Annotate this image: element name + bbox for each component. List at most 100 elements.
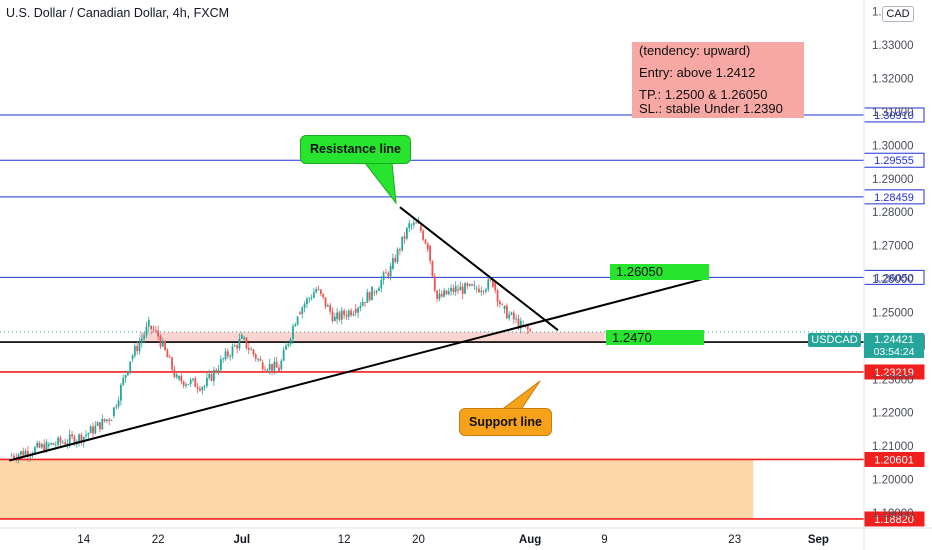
candle-body — [199, 388, 201, 391]
candle-body — [501, 304, 504, 305]
candle-body — [366, 292, 369, 303]
candle-body — [203, 386, 206, 388]
candle-body — [106, 419, 108, 422]
candle-body — [392, 258, 394, 270]
candle-body — [440, 293, 443, 297]
candle-body — [485, 289, 487, 292]
candle-body — [13, 455, 15, 458]
candle-body — [243, 337, 246, 340]
candle-body — [498, 301, 501, 305]
level-tag-26050: 1.26050 — [610, 264, 709, 280]
candle-body — [473, 285, 476, 286]
candle-body — [252, 349, 255, 355]
candle-body — [178, 375, 180, 380]
candle-body — [147, 320, 150, 327]
candle-body — [299, 312, 301, 315]
entry-text: Entry: above 1.2412 — [639, 65, 756, 80]
candle-body — [482, 290, 485, 292]
candle-body — [89, 426, 92, 434]
candle-body — [382, 272, 385, 280]
candle-body — [457, 289, 459, 291]
candle-body — [405, 227, 408, 239]
candle-body — [259, 358, 262, 361]
candle-body — [231, 346, 234, 357]
candle-body — [394, 258, 397, 262]
candle-body — [445, 290, 448, 295]
candle-body — [250, 349, 252, 351]
candle-body — [150, 325, 153, 330]
candle-body — [489, 279, 492, 281]
candle-body — [389, 265, 392, 277]
candle-body — [78, 434, 80, 442]
y-tick-label: 1.19000 — [872, 508, 914, 520]
candle-body — [452, 288, 455, 293]
candle-body — [512, 312, 515, 320]
candle-body — [447, 291, 450, 295]
candle-body — [338, 312, 341, 320]
candle-body — [73, 436, 76, 445]
candle-body — [431, 260, 434, 277]
candle-body — [80, 434, 83, 443]
candle-body — [210, 374, 213, 381]
candle-body — [222, 358, 225, 360]
candle-body — [17, 454, 20, 460]
candle-body — [224, 351, 227, 360]
currency-button[interactable]: CAD — [882, 6, 914, 22]
tendency-text: (tendency: upward) — [639, 43, 751, 58]
candle-body — [215, 369, 218, 372]
candle-body — [494, 282, 497, 291]
candle-body — [110, 420, 113, 422]
candle-body — [173, 369, 176, 377]
candle-body — [189, 379, 192, 385]
candle-body — [68, 434, 71, 444]
candle-body — [66, 443, 69, 445]
candle-body — [131, 355, 134, 360]
candle-body — [492, 280, 494, 287]
x-tick-label: Aug — [519, 534, 541, 546]
candle-body — [368, 292, 371, 301]
candle-body — [354, 309, 357, 313]
candle-body — [505, 305, 508, 319]
candle-body — [315, 289, 318, 293]
candle-body — [136, 346, 139, 352]
candle-body — [401, 236, 404, 251]
candle-body — [289, 338, 292, 344]
candle-body — [526, 325, 529, 330]
candle-body — [426, 243, 429, 250]
candle-body — [519, 320, 522, 329]
candle-body — [266, 369, 269, 371]
candle-body — [275, 361, 278, 368]
candle-body — [117, 400, 120, 407]
candle-body — [113, 407, 115, 417]
candle-body — [180, 375, 183, 382]
candle-body — [347, 310, 350, 317]
candle-body — [308, 298, 311, 300]
y-tick-label: 1.26000 — [872, 274, 914, 286]
candle-body — [219, 359, 222, 370]
candle-body — [461, 286, 464, 294]
candle-body — [52, 443, 55, 445]
candle-body — [194, 378, 197, 387]
level-price-text: 1.28459 — [874, 192, 914, 204]
candle-body — [268, 363, 271, 370]
candle-body — [20, 451, 22, 455]
last-price-badge: 1.24421 — [864, 333, 924, 347]
candle-body — [410, 224, 413, 226]
candle-body — [27, 451, 29, 457]
candle-body — [138, 342, 141, 352]
level-price-text: 1.26050 — [874, 272, 914, 284]
candle-body — [238, 338, 241, 349]
candle-body — [233, 345, 236, 347]
x-tick-label: 22 — [152, 534, 165, 546]
candle-body — [196, 386, 199, 389]
candle-body — [271, 363, 273, 371]
candle-body — [92, 426, 94, 434]
candle-body — [301, 307, 304, 315]
candle-body — [378, 288, 380, 292]
candle-body — [64, 442, 66, 445]
candle-body — [429, 245, 432, 261]
candle-body — [143, 335, 146, 339]
candle-body — [317, 289, 320, 290]
y-tick-label: 1.22000 — [872, 408, 914, 420]
candle-body — [87, 433, 90, 435]
